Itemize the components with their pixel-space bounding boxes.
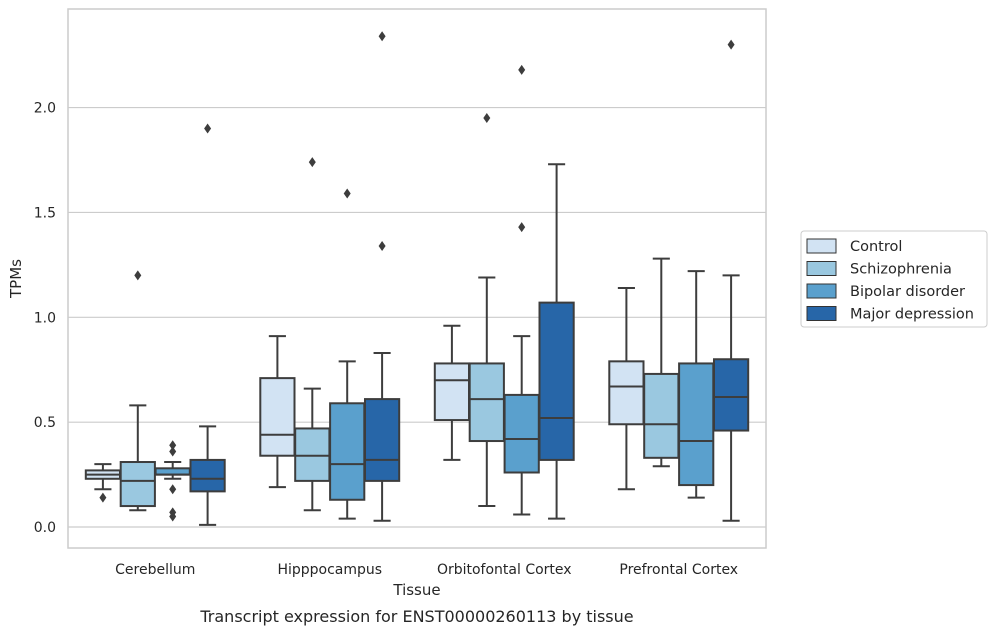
x-tick-label: Prefrontal Cortex [619,562,738,578]
box [712,39,750,522]
box-body [678,362,715,487]
outlier-point [99,492,107,503]
x-tick-labels: Cerebellum Hipppocampus Orbitofontal Corte… [115,562,738,578]
y-tick-label: 2.0 [34,101,56,117]
legend-swatch [806,283,837,299]
outlier-point [308,157,316,168]
legend-swatch [806,261,837,276]
legend: Control Schizophrenia Bipolar disorder Majo… [800,230,988,328]
legend-label: Major depression [850,307,974,323]
box [433,324,471,461]
box-body [189,458,226,493]
x-axis-label: Tissue [392,581,440,599]
x-tick-label: Orbitofontal Cortex [437,562,572,578]
box [538,163,575,520]
y-tick-label: 1.5 [34,205,56,221]
box [678,270,715,499]
legend-swatch [806,306,837,321]
box-body [433,362,471,422]
box [154,440,191,522]
outlier-point [169,484,177,495]
y-tick-label: 0.5 [34,415,56,431]
box [468,113,505,508]
outlier-point [518,222,526,233]
y-tick-labels: 0.0 0.5 1.0 1.5 2.0 [34,101,56,536]
box [259,335,296,489]
box [608,286,645,491]
box [643,257,680,468]
box [329,188,366,520]
box [189,123,226,526]
outlier-point [134,270,142,281]
legend-label: Control [850,239,902,255]
box-body [608,360,645,426]
box-body [503,393,540,474]
y-axis-label: TPMs [7,259,25,299]
box [119,270,156,512]
figure-caption: Transcript expression for ENST0000026011… [199,607,633,626]
box-body [363,398,401,482]
x-tick-label: Hipppocampus [277,562,382,578]
outlier-point [483,113,491,124]
outlier-point [727,39,735,50]
legend-label: Schizophrenia [850,262,952,278]
legend-swatch [806,238,837,254]
box-body [643,372,680,459]
outlier-point [518,64,526,75]
y-tick-label: 0.0 [34,520,56,536]
outlier-point [378,240,386,251]
box-series [84,31,750,526]
legend-frame [800,230,988,328]
outlier-point [343,188,351,199]
outlier-point [204,123,212,134]
box [294,157,331,512]
box-body [294,427,331,482]
legend-label: Bipolar disorder [850,284,965,300]
y-tick-label: 1.0 [34,310,56,326]
box [363,31,401,522]
box-body [538,301,575,461]
box-body [119,461,156,508]
outlier-point [169,446,177,457]
plot-frame [67,8,767,549]
box-body [329,402,366,501]
outlier-point [169,440,177,451]
outlier-point [169,511,177,522]
box [84,463,122,503]
box-body [259,377,296,457]
x-tick-label: Cerebellum [115,562,195,578]
outlier-point [378,31,386,42]
box-body [468,362,505,443]
box [503,64,540,516]
box-body [712,358,750,432]
